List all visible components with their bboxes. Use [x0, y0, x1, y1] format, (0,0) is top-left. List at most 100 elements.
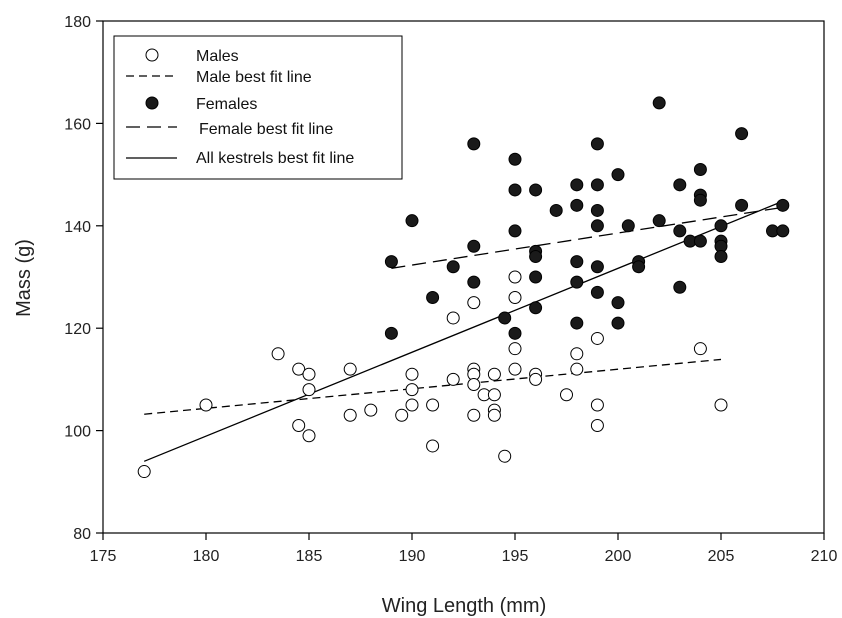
- male-point: [508, 290, 522, 304]
- female-point: [611, 316, 625, 330]
- x-tick-label: 175: [90, 548, 117, 565]
- female-point: [652, 214, 666, 228]
- fit-lines: [143, 200, 784, 462]
- female-point: [570, 178, 584, 192]
- x-tick-label: 185: [296, 548, 323, 565]
- x-tick-label: 210: [811, 548, 838, 565]
- female-point: [570, 198, 584, 212]
- legend-marker-males: [145, 48, 159, 62]
- male-point: [343, 408, 357, 422]
- female-point: [446, 260, 460, 274]
- male-point: [343, 362, 357, 376]
- y-tick-label: 120: [64, 321, 91, 338]
- male-point: [487, 367, 501, 381]
- y-tick-label: 180: [64, 14, 91, 31]
- female-point: [508, 326, 522, 340]
- female-best-fit-line: [391, 206, 783, 269]
- male-point: [590, 331, 604, 345]
- male-point: [405, 383, 419, 397]
- female-point: [549, 203, 563, 217]
- female-point: [467, 239, 481, 253]
- male-point: [426, 398, 440, 412]
- male-point: [199, 398, 213, 412]
- x-axis-label: Wing Length (mm): [382, 595, 547, 617]
- all-kestrels-best-fit-line: [143, 200, 784, 462]
- female-point: [735, 127, 749, 141]
- legend: Males Male best fit line Females Female …: [113, 35, 403, 180]
- female-point: [714, 250, 728, 264]
- female-point: [529, 270, 543, 284]
- male-point: [302, 383, 316, 397]
- male-point: [529, 372, 543, 386]
- x-tick-label: 180: [193, 548, 220, 565]
- legend-label-female-fit: Female best fit line: [199, 121, 333, 138]
- female-point: [498, 311, 512, 325]
- legend-label-males: Males: [196, 48, 239, 65]
- male-point: [405, 367, 419, 381]
- legend-label-all-fit: All kestrels best fit line: [196, 150, 354, 167]
- male-point: [590, 398, 604, 412]
- female-point: [508, 183, 522, 197]
- female-point: [652, 96, 666, 110]
- female-point: [590, 260, 604, 274]
- male-point: [302, 367, 316, 381]
- female-point: [611, 296, 625, 310]
- female-point: [673, 178, 687, 192]
- male-point: [467, 408, 481, 422]
- female-point: [590, 219, 604, 233]
- female-point: [508, 152, 522, 166]
- female-point: [570, 275, 584, 289]
- female-point: [714, 219, 728, 233]
- y-axis-label: Mass (g): [13, 239, 35, 317]
- female-point: [426, 290, 440, 304]
- y-tick-label: 140: [64, 219, 91, 236]
- male-point: [467, 296, 481, 310]
- female-point: [776, 198, 790, 212]
- female-point: [529, 183, 543, 197]
- male-point: [487, 408, 501, 422]
- y-tick-label: 100: [64, 424, 91, 441]
- male-point: [302, 429, 316, 443]
- male-point: [508, 342, 522, 356]
- male-point: [271, 347, 285, 361]
- female-point: [570, 255, 584, 269]
- male-point: [364, 403, 378, 417]
- male-point: [590, 418, 604, 432]
- female-point: [590, 137, 604, 151]
- female-point: [590, 178, 604, 192]
- female-point: [611, 168, 625, 182]
- data-points: [137, 96, 790, 479]
- female-point: [673, 280, 687, 294]
- y-axis-ticks: 80 100 120 140 160 180: [64, 14, 103, 543]
- y-tick-label: 160: [64, 116, 91, 133]
- female-point: [405, 214, 419, 228]
- female-point: [590, 203, 604, 217]
- male-point: [292, 362, 306, 376]
- male-best-fit-line: [144, 358, 722, 415]
- female-point: [693, 162, 707, 176]
- male-point: [714, 398, 728, 412]
- female-point: [693, 193, 707, 207]
- x-tick-label: 205: [708, 548, 735, 565]
- x-tick-label: 200: [605, 548, 632, 565]
- female-point: [735, 198, 749, 212]
- male-point: [446, 311, 460, 325]
- legend-label-females: Females: [196, 96, 257, 113]
- x-tick-label: 195: [502, 548, 529, 565]
- male-point: [487, 388, 501, 402]
- female-point: [590, 285, 604, 299]
- male-point: [405, 398, 419, 412]
- female-point: [621, 219, 635, 233]
- legend-marker-females: [145, 96, 159, 110]
- male-point: [426, 439, 440, 453]
- x-axis-ticks: 175 180 185 190 195 200 205 210: [90, 533, 838, 565]
- male-point: [446, 372, 460, 386]
- male-point: [498, 449, 512, 463]
- male-point: [570, 362, 584, 376]
- male-point: [467, 378, 481, 392]
- legend-box: [113, 35, 403, 180]
- male-point: [508, 362, 522, 376]
- male-point: [570, 347, 584, 361]
- male-point: [292, 418, 306, 432]
- plot-area-border: [102, 20, 825, 534]
